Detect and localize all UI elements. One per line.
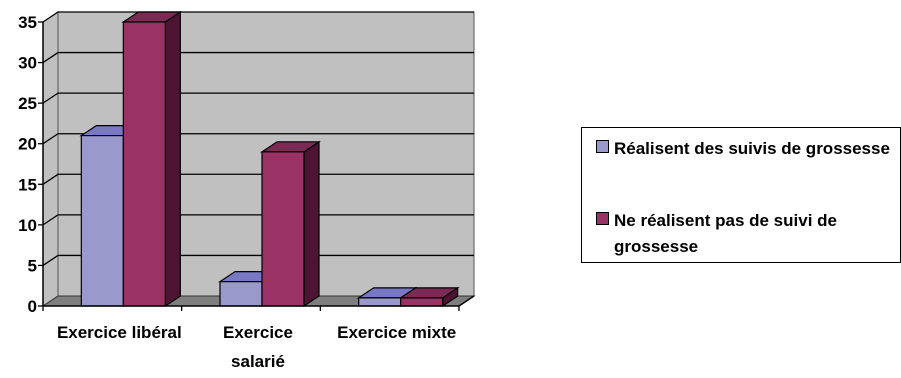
x-category-label: Exercice mixte [337, 323, 456, 342]
bar-front [261, 151, 305, 307]
gridline [42, 133, 474, 145]
y-tick-label: 20 [18, 135, 37, 154]
y-axis-ticks: 0 5 10 15 20 25 30 35 [18, 13, 43, 316]
bar-front [358, 297, 402, 307]
legend: Réalisent des suivis de grossesse Ne réa… [581, 127, 901, 263]
side-wall [42, 11, 59, 307]
legend-swatch-series-2 [596, 212, 609, 225]
bar-2-1 [121, 10, 183, 308]
bar-front [400, 297, 444, 307]
bar-2-2 [260, 140, 321, 308]
gridline [42, 51, 474, 64]
axes [42, 22, 475, 311]
bar-front [122, 21, 166, 307]
y-tick-label: 25 [18, 94, 37, 113]
y-tick-label: 15 [18, 175, 37, 194]
y-tick-label: 35 [18, 13, 37, 32]
gridline [42, 92, 474, 104]
legend-label-series-1: Réalisent des suivis de grossesse [614, 139, 890, 158]
y-tick-label: 30 [18, 54, 37, 73]
bar-2-3 [398, 286, 460, 308]
x-axis-end [458, 295, 475, 307]
y-tick-label: 0 [28, 297, 37, 316]
y-tick-label: 5 [28, 256, 37, 275]
x-category-label: Exercice libéral [57, 323, 182, 342]
bar-front [219, 281, 263, 307]
legend-swatch-series-1 [596, 140, 609, 153]
bars [79, 10, 460, 308]
gridline [42, 11, 474, 23]
gridlines [42, 11, 474, 266]
legend-label-series-2: Ne réalisent pas de suivi de grossesse [614, 211, 837, 256]
bar-front [80, 135, 124, 307]
gridline [42, 254, 474, 266]
x-category-label: Exercice salarié [223, 323, 293, 371]
gridline [42, 214, 474, 226]
y-tick-label: 10 [18, 216, 37, 235]
bar-side [303, 140, 320, 308]
x-axis-labels: Exercice libéral Exercice salarié Exercice … [57, 323, 456, 371]
bar-side [164, 10, 181, 308]
gridline [42, 173, 474, 185]
